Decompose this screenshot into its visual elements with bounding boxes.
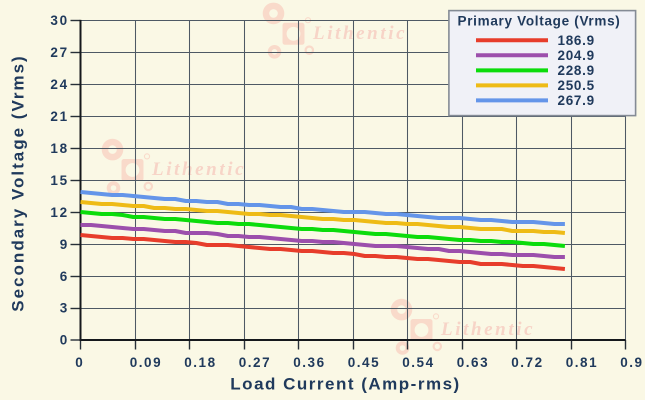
svg-text:0.81: 0.81 <box>566 355 598 370</box>
svg-text:186.9: 186.9 <box>558 33 595 48</box>
svg-text:18: 18 <box>50 141 69 156</box>
svg-text:0.45: 0.45 <box>348 355 380 370</box>
svg-text:0.18: 0.18 <box>184 355 216 370</box>
svg-text:9: 9 <box>60 237 69 252</box>
svg-text:3: 3 <box>60 301 69 316</box>
svg-text:12: 12 <box>50 205 69 220</box>
svg-text:24: 24 <box>50 77 69 92</box>
svg-text:Secondary Voltage (Vrms): Secondary Voltage (Vrms) <box>9 54 28 311</box>
svg-text:250.5: 250.5 <box>558 78 595 93</box>
svg-text:Lithentic: Lithentic <box>151 159 246 180</box>
svg-text:0.36: 0.36 <box>293 355 325 370</box>
svg-text:30: 30 <box>50 13 69 28</box>
svg-text:267.9: 267.9 <box>558 93 595 108</box>
svg-text:Lithentic: Lithentic <box>312 23 407 44</box>
svg-text:0.63: 0.63 <box>457 355 489 370</box>
svg-text:6: 6 <box>60 269 69 284</box>
svg-text:21: 21 <box>50 109 69 124</box>
svg-text:0.27: 0.27 <box>239 355 271 370</box>
svg-text:0.54: 0.54 <box>402 355 434 370</box>
svg-text:204.9: 204.9 <box>558 48 595 63</box>
svg-text:0: 0 <box>75 355 84 370</box>
svg-text:15: 15 <box>50 173 69 188</box>
svg-text:0.72: 0.72 <box>511 355 543 370</box>
svg-text:0: 0 <box>60 333 69 348</box>
svg-text:Load Current (Amp-rms): Load Current (Amp-rms) <box>230 375 460 394</box>
svg-text:Primary Voltage (Vrms): Primary Voltage (Vrms) <box>458 14 621 29</box>
svg-text:27: 27 <box>50 45 69 60</box>
svg-text:0.09: 0.09 <box>130 355 162 370</box>
svg-text:228.9: 228.9 <box>558 63 595 78</box>
svg-text:Lithentic: Lithentic <box>440 319 535 340</box>
svg-text:0.9: 0.9 <box>620 355 643 370</box>
